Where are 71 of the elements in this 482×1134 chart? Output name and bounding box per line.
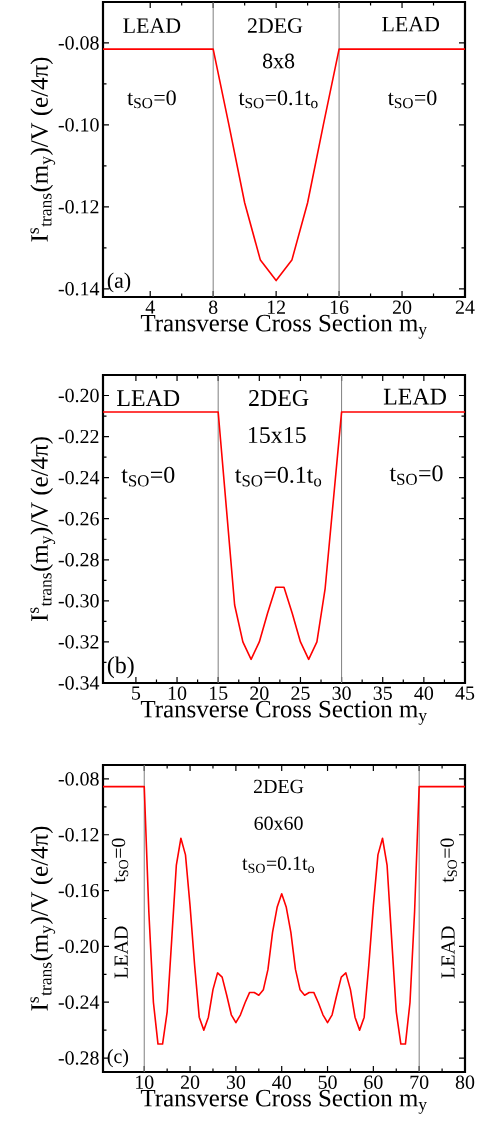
y-tick-label: -0.20 — [58, 939, 99, 954]
x-tick-label: 80 — [455, 1075, 475, 1089]
x-tick-label: 35 — [373, 686, 392, 700]
x-tick-label: 8 — [208, 300, 218, 314]
annotation: t$_{SO}$=0 — [440, 838, 457, 883]
x-tick-label: 70 — [410, 1075, 429, 1089]
x-tick-label: 10 — [136, 1075, 154, 1089]
y-tick-label: -0.14 — [58, 282, 100, 296]
annotation: t$_{SO}$=0 — [127, 90, 176, 109]
x-tick-label: 30 — [332, 686, 351, 700]
annotation: 60x60 — [254, 816, 303, 831]
x-axis-title: Transverse Cross Section m$_{y}$ — [140, 314, 427, 339]
annotation: (c) — [107, 1049, 129, 1068]
annotation: 2DEG — [253, 779, 304, 794]
y-tick-label: -0.12 — [58, 827, 99, 842]
x-tick-label: 20 — [180, 1075, 200, 1089]
annotation: t$_{SO}$=0.1t$_{o}$ — [235, 466, 322, 487]
annotation: t$_{SO}$=0 — [387, 90, 437, 109]
x-tick-label: 12 — [267, 300, 285, 314]
x-tick-label: 20 — [392, 300, 412, 314]
annotation: LEAD — [383, 388, 446, 405]
y-axis-title: I$^{s}$$_{trans}$(m$_{y}$)/V (e/4π) — [30, 57, 56, 242]
annotation: LEAD — [117, 390, 180, 406]
x-tick-label: 10 — [168, 686, 187, 700]
annotation: 15x15 — [248, 427, 306, 444]
annotation: 2DEG — [247, 18, 303, 33]
annotation: t$_{SO}$=0 — [389, 465, 443, 485]
y-tick-label: -0.28 — [58, 553, 99, 567]
annotation: t$_{SO}$=0 — [111, 838, 129, 883]
x-tick-label: 30 — [226, 1075, 246, 1089]
annotation: (b) — [107, 656, 134, 679]
y-tick-label: -0.34 — [58, 676, 100, 690]
y-tick-label: -0.12 — [58, 200, 99, 214]
x-tick-label: 4 — [145, 300, 155, 314]
x-tick-label: 40 — [414, 686, 434, 700]
annotation: t$_{SO}$=0.1t$_{o}$ — [238, 90, 318, 109]
y-tick-label: -0.32 — [58, 635, 99, 649]
y-tick-label: -0.22 — [58, 429, 99, 444]
x-tick-label: 16 — [330, 300, 349, 314]
annotation: LEAD — [382, 16, 440, 32]
annotation: LEAD — [123, 18, 181, 33]
y-tick-label: -0.24 — [58, 995, 100, 1009]
annotation: LEAD — [441, 926, 455, 979]
y-tick-label: -0.28 — [58, 1051, 99, 1065]
y-tick-label: -0.08 — [58, 772, 99, 786]
annotation: 8x8 — [262, 53, 295, 69]
y-tick-label: -0.24 — [58, 470, 100, 485]
y-tick-label: -0.08 — [58, 36, 99, 50]
x-axis-title: Transverse Cross Section m$_{y}$ — [140, 700, 427, 725]
x-tick-label: 40 — [272, 1075, 291, 1089]
x-tick-label: 24 — [455, 300, 475, 314]
x-tick-label: 15 — [209, 686, 228, 700]
x-tick-label: 25 — [291, 686, 310, 700]
annotation: t$_{SO}$=0 — [121, 466, 175, 487]
y-tick-label: -0.16 — [58, 883, 99, 898]
annotation: LEAD — [114, 926, 128, 979]
y-axis-title: I$^{s}$$_{trans}$(m$_{y}$)/V (e/4π) — [30, 826, 56, 1011]
annotation: 2DEG — [249, 390, 309, 407]
y-axis-title: I$^{s}$$_{trans}$(m$_{y}$)/V (e/4π) — [30, 437, 56, 622]
annotation: (a) — [107, 272, 131, 293]
x-tick-label: 5 — [132, 686, 141, 700]
x-tick-label: 60 — [364, 1075, 383, 1089]
y-tick-label: -0.30 — [58, 594, 99, 608]
x-tick-label: 50 — [318, 1075, 337, 1089]
x-tick-label: 45 — [455, 686, 475, 700]
x-axis-title: Transverse Cross Section m$_{y}$ — [140, 1089, 427, 1114]
y-tick-label: -0.26 — [58, 511, 99, 526]
y-tick-label: -0.20 — [58, 388, 99, 403]
x-tick-label: 20 — [250, 686, 269, 700]
y-tick-label: -0.10 — [58, 118, 99, 132]
annotation: t$_{SO}$=0.1t$_{o}$ — [242, 856, 315, 874]
